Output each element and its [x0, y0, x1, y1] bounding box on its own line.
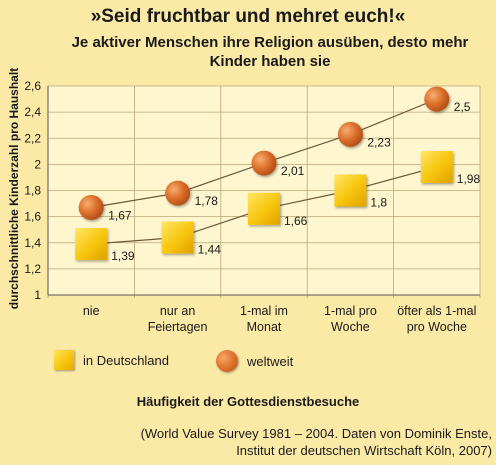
legend-label-weltweit: weltweit	[247, 353, 294, 369]
chart-title: »Seid fruchtbar und mehret euch!«	[90, 6, 406, 27]
data-point-deutschland	[75, 228, 108, 261]
data-point-deutschland	[161, 221, 194, 254]
data-label-weltweit: 1,78	[195, 194, 219, 208]
data-point-deutschland	[420, 150, 453, 183]
y-tick-label: 2	[34, 157, 41, 171]
data-point-weltweit	[78, 194, 104, 220]
data-point-weltweit	[251, 150, 277, 176]
data-label-weltweit: 2,5	[454, 100, 471, 114]
y-tick-label: 1,2	[24, 262, 41, 276]
chart-subtitle: Je aktiver Menschen ihre Religion ausübe…	[71, 34, 469, 70]
data-point-deutschland	[334, 174, 367, 207]
y-tick-label: 1,8	[24, 184, 41, 198]
square-marker-icon	[54, 350, 74, 370]
x-axis-label: Häufigkeit der Gottesdienstbesuche	[136, 394, 360, 409]
data-point-weltweit	[424, 86, 450, 112]
y-tick-label: 2,2	[24, 131, 41, 145]
y-tick-label: 1	[34, 288, 41, 302]
y-tick-label: 2,6	[24, 79, 41, 93]
x-tick-label: öfter als 1-mal pro Woche	[397, 304, 476, 334]
source-note: (World Value Survey 1981 – 2004. Daten v…	[100, 425, 492, 459]
legend-label-deutschland: in Deutschland	[83, 352, 169, 368]
y-tick-label: 1,4	[24, 236, 41, 250]
source-line-1: (World Value Survey 1981 – 2004. Daten v…	[140, 426, 492, 441]
data-label-deutschland: 1,8	[370, 196, 387, 210]
circle-marker-icon	[216, 350, 238, 372]
data-label-deutschland: 1,98	[457, 172, 481, 186]
data-label-deutschland: 1,44	[198, 243, 222, 257]
legend-item-weltweit: weltweit	[216, 350, 293, 372]
data-point-weltweit	[337, 121, 363, 147]
data-label-deutschland: 1,39	[111, 249, 135, 263]
data-label-weltweit: 1,67	[108, 208, 132, 222]
data-label-deutschland: 1,66	[284, 214, 308, 228]
data-label-weltweit: 2,23	[367, 135, 391, 149]
y-axis-label: durchschnittliche Kinderzahl pro Haushal…	[7, 68, 21, 309]
x-tick-label: 1-mal im Monat	[240, 304, 288, 334]
x-tick-label: nur an Feiertagen	[148, 304, 208, 334]
y-tick-label: 1,6	[24, 210, 41, 224]
x-tick-label: 1-mal pro Woche	[324, 304, 377, 334]
legend: in Deutschland weltweit	[54, 350, 474, 374]
data-label-weltweit: 2,01	[281, 164, 305, 178]
x-tick-label: nie	[83, 304, 100, 318]
data-point-deutschland	[248, 192, 280, 225]
y-tick-label: 2,4	[24, 105, 41, 119]
data-point-weltweit	[165, 180, 191, 206]
source-line-2: Institut der deutschen Wirtschaft Köln, …	[236, 443, 492, 458]
legend-item-deutschland: in Deutschland	[54, 350, 169, 370]
